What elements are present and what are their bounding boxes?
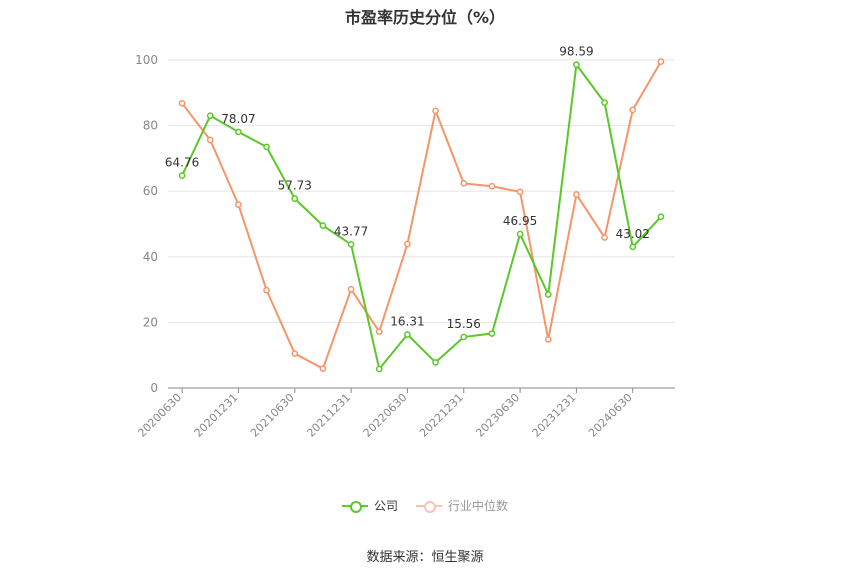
data-point xyxy=(404,331,411,338)
data-label: 15.56 xyxy=(447,317,481,331)
data-label: 57.73 xyxy=(278,179,312,193)
data-point xyxy=(544,291,552,298)
legend-label-company: 公司 xyxy=(373,499,398,513)
chart-title: 市盈率历史分位（%） xyxy=(344,8,506,27)
data-point xyxy=(629,106,637,114)
data-point xyxy=(319,365,327,372)
data-label: 43.02 xyxy=(616,227,650,241)
data-point xyxy=(375,328,383,335)
data-point xyxy=(178,99,186,107)
data-point xyxy=(516,188,524,196)
y-tick-label: 40 xyxy=(143,250,158,264)
data-source: 数据来源：恒生聚源 xyxy=(366,550,484,565)
legend-swatch-industry xyxy=(416,499,442,513)
y-tick-label: 20 xyxy=(143,315,158,329)
legend-label-industry: 行业中位数 xyxy=(448,499,509,513)
data-point xyxy=(347,285,355,293)
data-point xyxy=(601,99,608,106)
data-point xyxy=(629,243,637,251)
x-tick-label: 20200630 xyxy=(135,391,184,440)
data-point xyxy=(657,213,665,221)
x-tick-label: 20221231 xyxy=(417,391,466,440)
x-tick-label: 20240630 xyxy=(586,391,635,440)
chart-legend: 公司 行业中位数 xyxy=(0,497,850,514)
data-point xyxy=(488,182,496,190)
y-tick-label: 0 xyxy=(150,381,158,395)
y-tick-label: 60 xyxy=(143,184,158,198)
data-point xyxy=(573,191,580,198)
data-point xyxy=(263,286,270,294)
y-tick-label: 100 xyxy=(135,53,158,67)
x-tick-label: 20230630 xyxy=(473,391,522,440)
data-label: 16.31 xyxy=(390,315,424,329)
data-point xyxy=(432,107,439,115)
legend-item-industry[interactable]: 行业中位数 xyxy=(416,497,508,514)
y-tick-label: 80 xyxy=(143,119,158,133)
data-label: 64.76 xyxy=(165,156,199,170)
data-point xyxy=(206,112,214,120)
data-point xyxy=(178,172,186,179)
series-line-company xyxy=(181,63,662,370)
data-point xyxy=(460,179,468,187)
data-point xyxy=(601,234,608,241)
data-point xyxy=(235,201,242,208)
data-point xyxy=(319,222,327,229)
chart-plot: 0 20 40 60 80 100 20200630 20201231 20210630 2021… xyxy=(135,45,675,440)
data-point xyxy=(206,136,214,144)
data-point xyxy=(291,195,299,202)
data-point xyxy=(375,365,383,373)
data-label: 43.77 xyxy=(334,224,368,238)
data-point xyxy=(516,230,524,238)
x-tick-label: 20210630 xyxy=(248,391,297,440)
legend-swatch-company xyxy=(341,499,368,513)
x-tick-label: 20201231 xyxy=(192,391,241,440)
data-point xyxy=(488,330,496,337)
data-point xyxy=(263,143,270,151)
x-tick-label: 20211231 xyxy=(304,391,353,440)
data-point xyxy=(291,350,299,357)
data-point xyxy=(657,58,665,65)
data-label: 98.59 xyxy=(559,45,593,59)
series-line-industry xyxy=(181,61,662,370)
data-label: 46.95 xyxy=(503,214,537,228)
x-tick-label: 20231231 xyxy=(530,391,579,440)
data-point xyxy=(460,333,468,341)
legend-item-company[interactable]: 公司 xyxy=(341,497,398,514)
data-point xyxy=(432,359,439,366)
data-point xyxy=(544,336,552,343)
x-tick-label: 20220630 xyxy=(361,391,410,440)
data-point xyxy=(573,61,580,68)
data-point xyxy=(347,241,355,248)
data-point xyxy=(404,240,411,248)
data-point xyxy=(235,128,242,136)
data-label: 78.07 xyxy=(221,112,255,126)
